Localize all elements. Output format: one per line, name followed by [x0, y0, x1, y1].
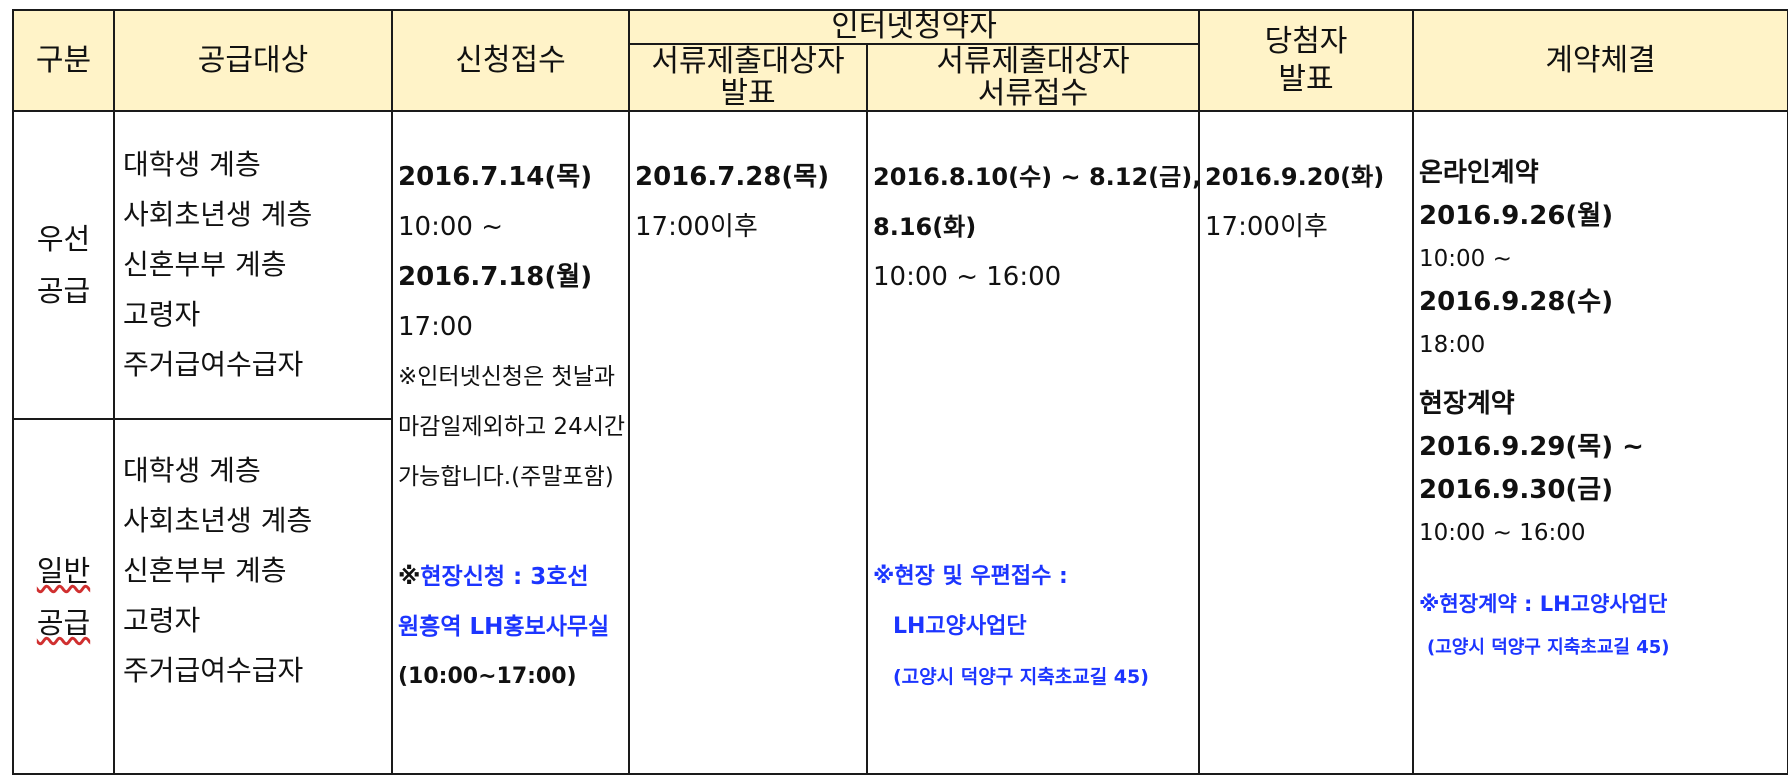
priority-label-line-2: 공급 [36, 274, 91, 308]
general-target-list: 대학생 계층 사회초년생 계층 신혼부부 계층 고령자 주거급여수급자 [113, 418, 393, 775]
header-application: 신청접수 [391, 9, 630, 112]
doc-receipt-onsite-line: LH고양사업단 [893, 614, 1027, 639]
general-target-item: 고령자 [123, 604, 201, 637]
general-target-item: 대학생 계층 [123, 454, 261, 487]
doc-receipt-time: 10:00 ~ 16:00 [873, 262, 1062, 292]
header-internet-group: 인터넷청약자 [627, 9, 1201, 45]
application-note-line: ※인터넷신청은 첫날과 [398, 364, 616, 390]
contract-onsite-end: 2016.9.30(금) [1419, 475, 1614, 505]
priority-target-item: 사회초년생 계층 [123, 198, 313, 231]
winner-cell: 2016.9.20(화) 17:00이후 [1198, 110, 1415, 775]
application-cell: 2016.7.14(목) 10:00 ~ 2016.7.18(월) 17:00 … [391, 110, 630, 775]
header-winner-line-2: 발표 [1278, 61, 1334, 97]
priority-target-item: 대학생 계층 [123, 148, 261, 181]
spacer [1419, 367, 1787, 383]
doc-announce-cell: 2016.7.28(목) 17:00이후 [628, 110, 868, 775]
winner-date: 2016.9.20(화) [1205, 163, 1385, 191]
header-doc-receipt-line-2: 서류접수 [977, 75, 1089, 111]
application-note-line: 마감일제외하고 24시간 [398, 414, 626, 440]
application-onsite-prefix: ※ [398, 564, 421, 590]
doc-announce-date: 2016.7.28(목) [635, 162, 830, 192]
application-end-time: 17:00 [398, 312, 473, 342]
contract-onsite-start: 2016.9.29(목) ~ [1419, 432, 1644, 462]
schedule-table: 구분 공급대상 신청접수 인터넷청약자 당첨자 발표 계약체결 서류제출대상자 … [12, 9, 1788, 775]
header-doc-announce-line-1: 서류제출대상자 [651, 43, 845, 79]
contract-onsite-time: 10:00 ~ 16:00 [1419, 520, 1586, 546]
general-target-item: 신혼부부 계층 [123, 554, 287, 587]
contract-online-title: 온라인계약 [1419, 158, 1539, 188]
application-onsite-location: 현장신청 : 3호선 [420, 564, 589, 590]
spacer [398, 502, 628, 552]
header-doc-announce: 서류제출대상자 발표 [628, 43, 868, 112]
application-start-date: 2016.7.14(목) [398, 162, 593, 192]
application-end-date: 2016.7.18(월) [398, 262, 593, 292]
general-label-line-2: 공급 [36, 605, 91, 640]
general-label-line-1: 일반 [36, 553, 91, 588]
header-contract: 계약체결 [1412, 9, 1788, 112]
contract-online-time1: 10:00 ~ [1419, 246, 1512, 272]
doc-receipt-onsite-line: ※현장 및 우편접수 : [873, 564, 1068, 589]
contract-onsite-title: 현장계약 [1419, 389, 1515, 419]
doc-receipt-dates-line: 2016.8.10(수) ~ 8.12(금), [873, 163, 1202, 191]
header-doc-receipt: 서류제출대상자 서류접수 [865, 43, 1201, 112]
doc-receipt-cell: 2016.8.10(수) ~ 8.12(금), 8.16(화) 10:00 ~ … [865, 110, 1202, 775]
application-onsite-hours: (10:00~17:00) [398, 664, 577, 689]
doc-announce-time: 17:00이후 [635, 212, 758, 242]
contract-online-end: 2016.9.28(수) [1419, 287, 1614, 317]
application-onsite-line-2: 원흥역 LH홍보사무실 [398, 614, 610, 640]
application-onsite-line-1: ※현장신청 : 3호선 [398, 552, 628, 602]
application-note-line: 가능합니다.(주말포함) [398, 464, 614, 490]
contract-online-start: 2016.9.26(월) [1419, 201, 1614, 231]
priority-target-list: 대학생 계층 사회초년생 계층 신혼부부 계층 고령자 주거급여수급자 [113, 110, 393, 420]
application-start-time: 10:00 ~ [398, 212, 503, 242]
general-target-item: 주거급여수급자 [123, 654, 304, 687]
doc-receipt-dates-line: 8.16(화) [873, 213, 977, 241]
header-gubun: 구분 [12, 9, 115, 112]
header-doc-announce-line-2: 발표 [720, 75, 776, 111]
priority-target-item: 주거급여수급자 [123, 348, 304, 381]
priority-label-line-1: 우선 [36, 222, 91, 256]
spacer [873, 302, 1198, 552]
header-winner-line-1: 당첨자 [1264, 23, 1348, 59]
spacer [1419, 555, 1787, 583]
row-label-priority: 우선 공급 [12, 110, 115, 420]
header-target: 공급대상 [113, 9, 393, 112]
priority-target-item: 신혼부부 계층 [123, 248, 287, 281]
header-doc-receipt-line-1: 서류제출대상자 [936, 43, 1130, 79]
contract-online-time2: 18:00 [1419, 332, 1486, 358]
doc-receipt-onsite-line: (고양시 덕양구 지축초교길 45) [893, 666, 1149, 688]
header-winner: 당첨자 발표 [1198, 9, 1415, 112]
priority-target-item: 고령자 [123, 298, 201, 331]
winner-time: 17:00이후 [1205, 212, 1328, 242]
contract-cell: 온라인계약 2016.9.26(월) 10:00 ~ 2016.9.28(수) … [1412, 110, 1788, 775]
contract-onsite-place-line: ※현장계약 : LH고양사업단 [1419, 592, 1668, 616]
general-target-item: 사회초년생 계층 [123, 504, 313, 537]
row-label-general: 일반 공급 [12, 418, 115, 775]
contract-onsite-place-line: (고양시 덕양구 지축초교길 45) [1427, 637, 1670, 658]
